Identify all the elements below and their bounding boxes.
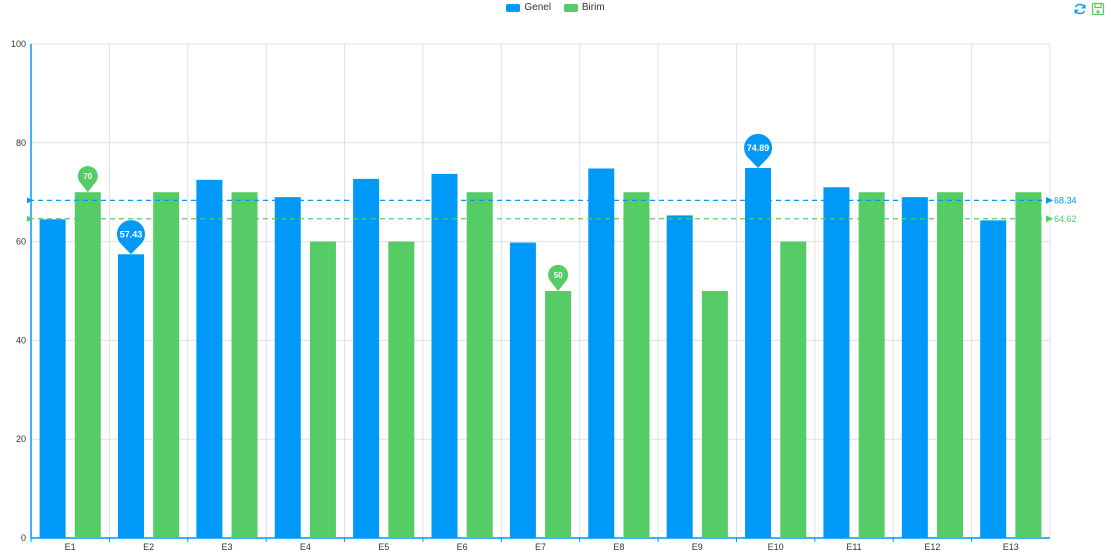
bar-genel-e12[interactable] <box>901 197 928 538</box>
bar-birim-e8[interactable] <box>623 192 650 538</box>
y-tick-label: 40 <box>16 335 26 345</box>
x-tick-label: E10 <box>768 542 784 552</box>
x-tick-label: E8 <box>613 542 624 552</box>
x-tick-label: E6 <box>457 542 468 552</box>
markpoint-label: 70 <box>83 172 92 181</box>
bar-birim-e6[interactable] <box>466 192 493 538</box>
bar-genel-e3[interactable] <box>196 179 223 538</box>
bar-birim-e7[interactable] <box>545 291 572 538</box>
y-tick-label: 80 <box>16 138 26 148</box>
x-tick-label: E11 <box>846 542 861 552</box>
markpoint-pin-birim[interactable] <box>548 264 569 291</box>
legend: Genel Birim <box>0 2 1111 15</box>
bar-genel-e9[interactable] <box>666 215 693 538</box>
markline-start-arrow <box>27 197 33 204</box>
markline-label-genel: 68.34 <box>1054 195 1077 205</box>
refresh-icon[interactable] <box>1073 2 1087 16</box>
markline-start-arrow <box>27 215 33 222</box>
bar-genel-e7[interactable] <box>509 242 536 538</box>
legend-item-birim[interactable]: Birim <box>563 2 605 13</box>
x-tick-label: E2 <box>143 542 154 552</box>
bar-genel-e8[interactable] <box>588 168 615 538</box>
x-tick-label: E9 <box>692 542 703 552</box>
bar-genel-e5[interactable] <box>353 178 380 538</box>
markpoint-pin-genel[interactable] <box>116 220 145 255</box>
bar-birim-e11[interactable] <box>858 192 885 538</box>
bar-genel-e2[interactable] <box>117 254 144 538</box>
y-tick-label: 0 <box>21 533 26 543</box>
x-tick-label: E13 <box>1003 542 1019 552</box>
bar-birim-e12[interactable] <box>937 192 964 538</box>
x-tick-label: E12 <box>924 542 940 552</box>
bar-genel-e1[interactable] <box>39 219 66 538</box>
toolbox <box>1073 2 1105 16</box>
x-tick-label: E5 <box>378 542 389 552</box>
bar-birim-e1[interactable] <box>74 192 101 538</box>
legend-swatch-genel <box>506 3 521 12</box>
bar-genel-e11[interactable] <box>823 187 850 538</box>
save-icon[interactable] <box>1091 2 1105 16</box>
x-tick-label: E3 <box>221 542 232 552</box>
bar-birim-e10[interactable] <box>780 241 807 538</box>
markline-end-arrow <box>1046 215 1053 223</box>
markline-end-arrow <box>1046 196 1053 204</box>
bar-genel-e10[interactable] <box>745 168 772 538</box>
bar-birim-e13[interactable] <box>1015 192 1042 538</box>
x-tick-label: E7 <box>535 542 546 552</box>
markline-label-birim: 64.62 <box>1054 214 1077 224</box>
x-tick-label: E1 <box>65 542 76 552</box>
y-tick-label: 100 <box>11 39 26 49</box>
markpoint-label: 74.89 <box>747 143 770 153</box>
legend-swatch-birim <box>563 3 578 12</box>
legend-item-genel[interactable]: Genel <box>506 2 551 13</box>
bar-birim-e4[interactable] <box>309 241 336 538</box>
bar-birim-e3[interactable] <box>231 192 258 538</box>
bar-genel-e13[interactable] <box>980 220 1007 538</box>
markpoint-pin-genel[interactable] <box>744 133 773 169</box>
legend-label-birim: Birim <box>581 2 605 13</box>
markpoint-label: 50 <box>554 271 563 280</box>
x-tick-label: E4 <box>300 542 311 552</box>
bar-genel-e4[interactable] <box>274 197 301 538</box>
y-tick-label: 60 <box>16 237 26 247</box>
markpoint-pin-birim[interactable] <box>77 166 98 193</box>
bar-birim-e2[interactable] <box>153 192 180 538</box>
bar-birim-e5[interactable] <box>388 241 415 538</box>
y-tick-label: 20 <box>16 434 26 444</box>
bar-birim-e9[interactable] <box>701 291 728 538</box>
legend-label-genel: Genel <box>524 2 552 13</box>
bar-genel-e6[interactable] <box>431 173 458 538</box>
markpoint-label: 57.43 <box>120 229 143 239</box>
